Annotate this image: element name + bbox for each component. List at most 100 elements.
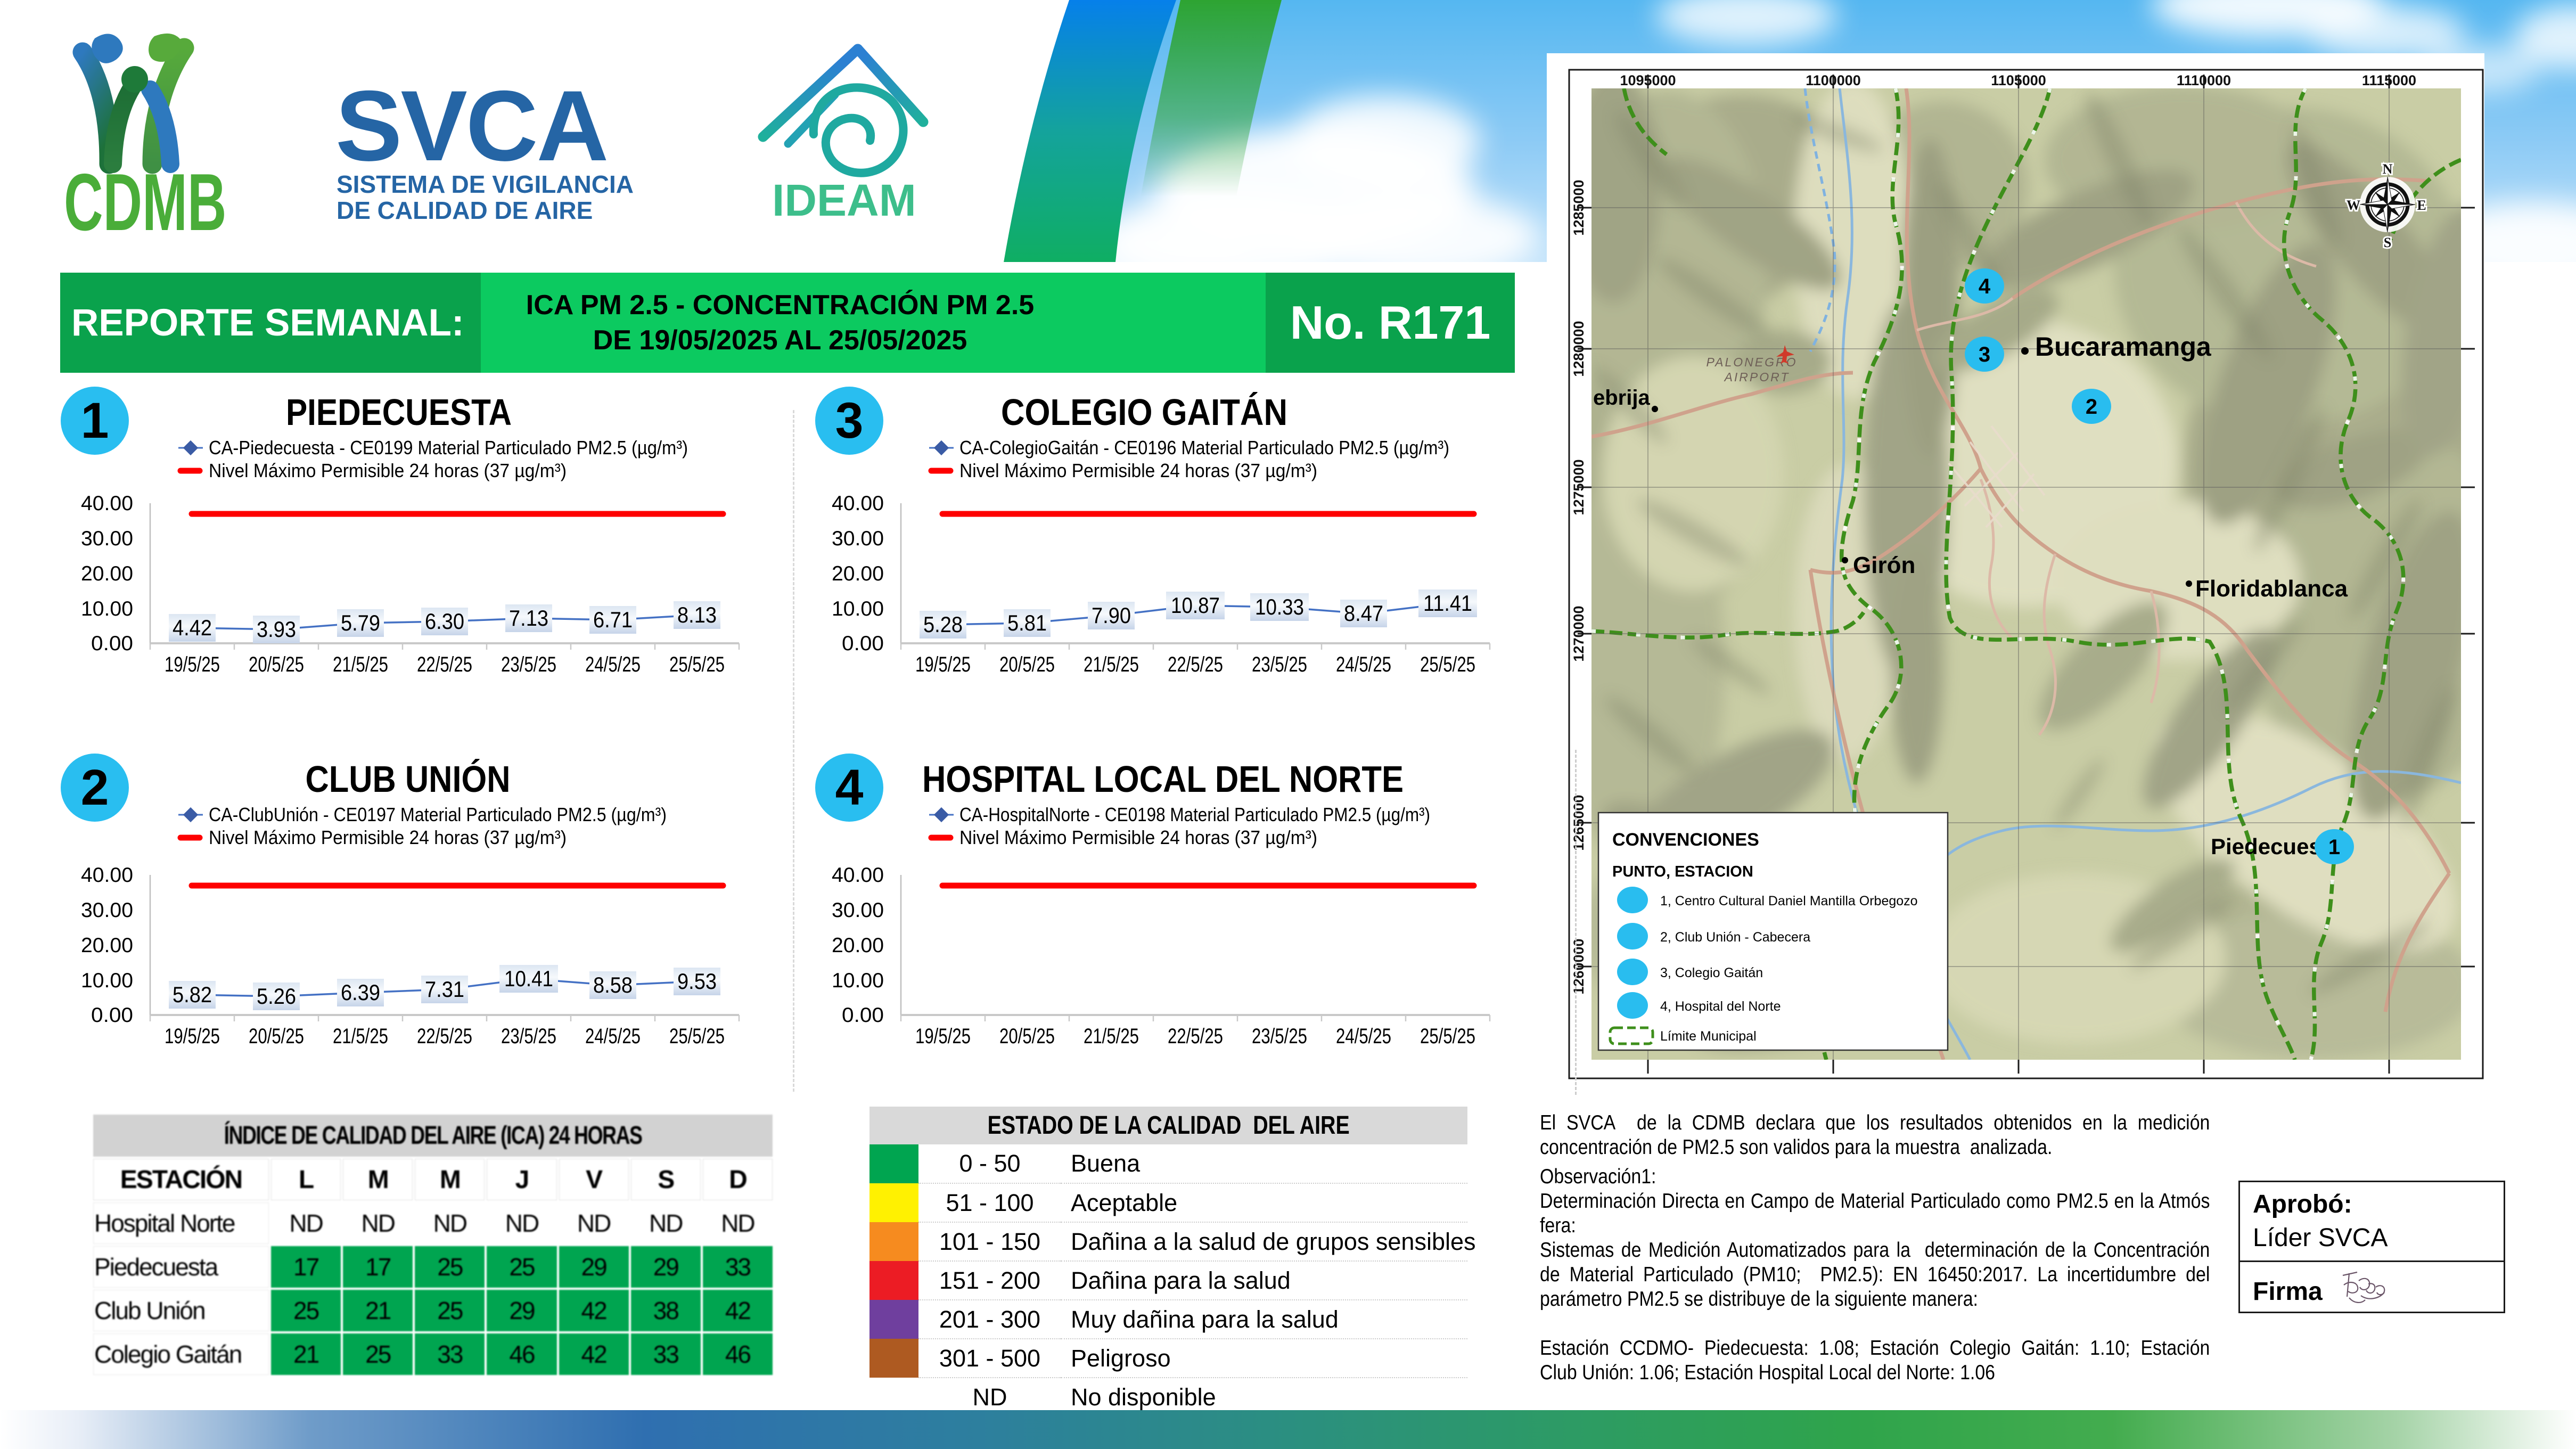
svg-text:CA-Piedecuesta - CE0199 Mater: CA-Piedecuesta - CE0199 Material Particu…	[209, 437, 688, 459]
svg-text:30.00: 30.00	[81, 899, 133, 922]
svg-text:10.00: 10.00	[81, 597, 133, 620]
svg-text:22/5/25: 22/5/25	[417, 653, 472, 676]
svg-text:21/5/25: 21/5/25	[1084, 653, 1139, 676]
svg-text:Nivel Máximo Permisible 24 hor: Nivel Máximo Permisible 24 horas (37 µg/…	[959, 826, 1317, 848]
svg-text:6.30: 6.30	[425, 609, 464, 634]
svg-text:4: 4	[1979, 275, 1991, 298]
svg-text:3: 3	[835, 392, 864, 449]
svg-text:40.00: 40.00	[81, 492, 133, 515]
svg-text:Bucaramanga: Bucaramanga	[2035, 332, 2212, 362]
svg-text:20.00: 20.00	[81, 934, 133, 957]
svg-text:11.41: 11.41	[1423, 591, 1472, 616]
svg-text:23/5/25: 23/5/25	[1252, 1025, 1307, 1048]
svg-text:9.53: 9.53	[677, 969, 717, 994]
svg-text:10.00: 10.00	[832, 969, 884, 992]
svg-text:3.93: 3.93	[257, 617, 296, 642]
svg-text:21/5/25: 21/5/25	[1084, 1025, 1139, 1048]
svg-text:CA-HospitalNorte - CE0198 Mat: CA-HospitalNorte - CE0198 Material Parti…	[959, 804, 1430, 825]
svg-text:20.00: 20.00	[832, 934, 884, 957]
svg-text:PIEDECUESTA: PIEDECUESTA	[286, 391, 512, 433]
svg-text:19/5/25: 19/5/25	[165, 1025, 220, 1048]
svg-text:21/5/25: 21/5/25	[333, 653, 388, 676]
svg-text:Nivel Máximo Permisible 24 hor: Nivel Máximo Permisible 24 horas (37 µg/…	[209, 826, 567, 848]
svg-text:22/5/25: 22/5/25	[1168, 653, 1223, 676]
svg-text:25/5/25: 25/5/25	[669, 1025, 725, 1048]
svg-text:22/5/25: 22/5/25	[1168, 1025, 1223, 1048]
svg-text:Límite Municipal: Límite Municipal	[1660, 1029, 1757, 1044]
svg-text:30.00: 30.00	[832, 899, 884, 922]
svg-text:19/5/25: 19/5/25	[915, 1025, 971, 1048]
svg-text:4: 4	[835, 759, 864, 816]
svg-text:20/5/25: 20/5/25	[249, 1025, 304, 1048]
svg-text:1095000: 1095000	[1620, 72, 1676, 88]
svg-text:PALONEGRO: PALONEGRO	[1707, 355, 1798, 369]
svg-text:S: S	[2384, 235, 2391, 250]
svg-text:7.13: 7.13	[509, 605, 548, 631]
svg-text:23/5/25: 23/5/25	[501, 653, 556, 676]
svg-text:25/5/25: 25/5/25	[1420, 1025, 1475, 1048]
svg-text:5.82: 5.82	[173, 982, 212, 1007]
svg-text:ebrija: ebrija	[1593, 386, 1650, 410]
svg-text:PUNTO, ESTACION: PUNTO, ESTACION	[1612, 863, 1753, 880]
svg-text:5.26: 5.26	[257, 984, 296, 1009]
svg-text:10.00: 10.00	[81, 969, 133, 992]
svg-text:10.33: 10.33	[1255, 594, 1304, 619]
svg-text:5.81: 5.81	[1007, 610, 1047, 635]
svg-text:W: W	[2347, 198, 2360, 213]
svg-text:40.00: 40.00	[832, 492, 884, 515]
svg-text:1275000: 1275000	[1571, 459, 1587, 515]
svg-text:24/5/25: 24/5/25	[585, 1025, 641, 1048]
svg-text:1270000: 1270000	[1571, 605, 1587, 661]
svg-text:1260000: 1260000	[1571, 938, 1587, 994]
svg-text:6.71: 6.71	[593, 607, 633, 632]
svg-text:1285000: 1285000	[1571, 179, 1587, 235]
svg-text:10.00: 10.00	[832, 597, 884, 620]
svg-text:25/5/25: 25/5/25	[1420, 653, 1475, 676]
svg-text:CA-ColegioGaitán - CE0196 Mat: CA-ColegioGaitán - CE0196 Material Parti…	[959, 437, 1449, 459]
svg-text:Nivel Máximo Permisible 24 hor: Nivel Máximo Permisible 24 horas (37 µg/…	[209, 460, 567, 481]
svg-text:5.79: 5.79	[341, 610, 380, 635]
svg-text:19/5/25: 19/5/25	[165, 653, 220, 676]
svg-text:N: N	[2383, 161, 2393, 177]
svg-text:30.00: 30.00	[81, 527, 133, 550]
svg-text:10.87: 10.87	[1171, 593, 1220, 618]
svg-text:10.41: 10.41	[504, 966, 553, 991]
svg-text:4.42: 4.42	[173, 615, 212, 640]
svg-text:1, Centro Cultural Daniel Mant: 1, Centro Cultural Daniel Mantilla Orbeg…	[1660, 894, 1918, 908]
svg-text:20/5/25: 20/5/25	[249, 653, 304, 676]
svg-text:2: 2	[81, 759, 109, 816]
svg-text:COLEGIO GAITÁN: COLEGIO GAITÁN	[1001, 391, 1287, 433]
svg-text:1115000: 1115000	[2362, 72, 2416, 88]
svg-text:1: 1	[2328, 836, 2340, 859]
svg-text:CA-ClubUnión - CE0197 Material: CA-ClubUnión - CE0197 Material Particula…	[209, 804, 667, 825]
svg-text:CLUB UNIÓN: CLUB UNIÓN	[306, 758, 511, 800]
svg-text:IDEAM: IDEAM	[772, 175, 916, 225]
svg-text:1280000: 1280000	[1571, 321, 1587, 376]
svg-text:Nivel Máximo Permisible 24 hor: Nivel Máximo Permisible 24 horas (37 µg/…	[959, 460, 1317, 481]
svg-text:24/5/25: 24/5/25	[585, 653, 641, 676]
svg-text:1110000: 1110000	[2177, 72, 2231, 88]
svg-text:40.00: 40.00	[81, 864, 133, 887]
svg-text:8.13: 8.13	[677, 602, 717, 627]
svg-text:7.90: 7.90	[1092, 603, 1131, 628]
svg-text:20.00: 20.00	[81, 562, 133, 585]
svg-text:19/5/25: 19/5/25	[915, 653, 971, 676]
svg-text:8.58: 8.58	[593, 972, 633, 997]
svg-text:40.00: 40.00	[832, 864, 884, 887]
svg-text:Floridablanca: Floridablanca	[2195, 576, 2348, 602]
svg-text:20/5/25: 20/5/25	[999, 653, 1055, 676]
svg-text:20.00: 20.00	[832, 562, 884, 585]
svg-text:CDMB: CDMB	[64, 158, 226, 245]
svg-text:E: E	[2417, 198, 2426, 213]
svg-text:0.00: 0.00	[842, 1004, 884, 1027]
svg-text:0.00: 0.00	[842, 632, 884, 655]
svg-text:22/5/25: 22/5/25	[417, 1025, 472, 1048]
svg-text:3, Colegio Gaitán: 3, Colegio Gaitán	[1660, 965, 1763, 980]
svg-text:5.28: 5.28	[923, 612, 963, 637]
svg-text:30.00: 30.00	[832, 527, 884, 550]
svg-text:0.00: 0.00	[91, 632, 133, 655]
svg-text:3: 3	[1979, 343, 1990, 366]
svg-text:23/5/25: 23/5/25	[501, 1025, 556, 1048]
svg-text:0.00: 0.00	[91, 1004, 133, 1027]
svg-text:4, Hospital del Norte: 4, Hospital del Norte	[1660, 999, 1781, 1014]
